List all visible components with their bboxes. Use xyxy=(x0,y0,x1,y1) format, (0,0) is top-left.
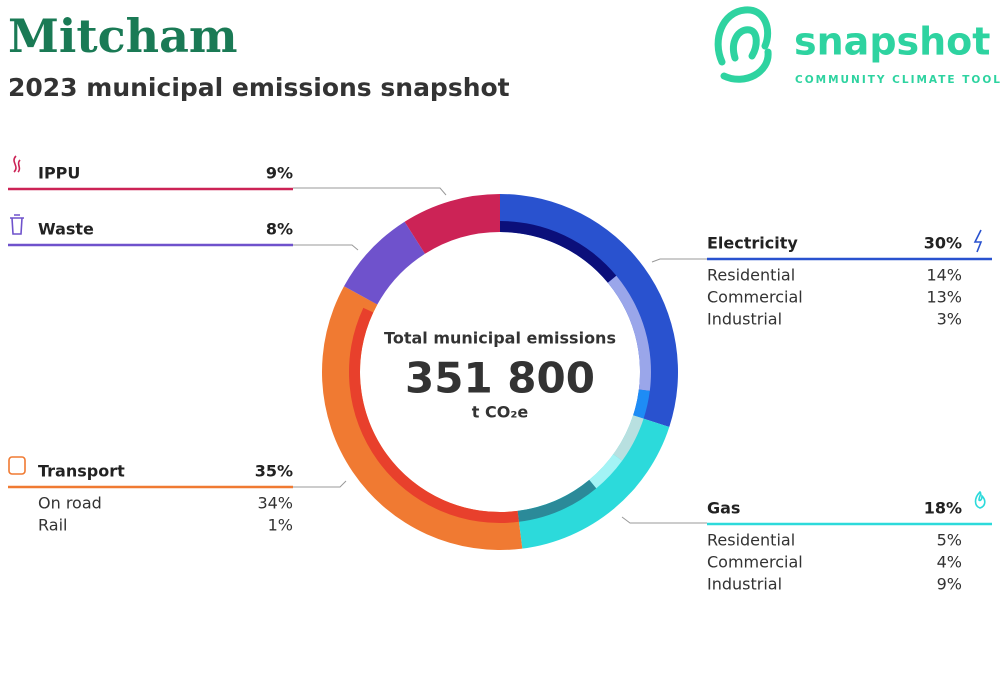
category-value: 35% xyxy=(255,462,293,481)
leader-line xyxy=(293,480,347,488)
category-value: 30% xyxy=(924,234,962,253)
category-name: IPPU xyxy=(38,164,80,183)
sub-segment xyxy=(517,479,597,522)
segment xyxy=(500,194,679,428)
leader-line xyxy=(621,516,707,524)
part-name: Industrial xyxy=(707,310,782,329)
center-label: Total municipal emissions xyxy=(384,329,616,348)
category-value: 18% xyxy=(924,499,962,518)
part-value: 1% xyxy=(268,516,293,535)
category-value: 9% xyxy=(266,164,293,183)
segment xyxy=(404,194,500,254)
leader-line xyxy=(293,244,359,251)
icons xyxy=(8,155,986,509)
segment xyxy=(344,221,425,305)
logo xyxy=(714,6,772,83)
part-value: 13% xyxy=(926,288,962,307)
leader-line xyxy=(293,187,447,196)
sub-segment xyxy=(589,454,623,489)
category-name: Electricity xyxy=(707,234,798,253)
sub-segment xyxy=(613,415,644,461)
part-name: On road xyxy=(38,494,102,513)
sub-segment xyxy=(500,221,617,283)
sub-segment xyxy=(633,389,650,419)
transport-icon xyxy=(8,456,26,475)
subtitle: 2023 municipal emissions snapshot xyxy=(8,73,510,102)
part-name: Rail xyxy=(38,516,67,535)
part-value: 5% xyxy=(937,531,962,550)
logo-name: snapshot xyxy=(794,20,990,64)
logo-tagline: COMMUNITY CLIMATE TOOL xyxy=(795,74,1000,86)
category-name: Transport xyxy=(38,462,125,481)
sub-segment xyxy=(348,307,519,523)
waste-icon xyxy=(10,214,24,235)
title: Mitcham xyxy=(8,9,238,63)
part-value: 3% xyxy=(937,310,962,329)
gas-icon xyxy=(974,490,986,509)
category-name: Gas xyxy=(707,499,740,518)
sub-segment xyxy=(363,299,378,313)
part-value: 9% xyxy=(937,575,962,594)
part-name: Residential xyxy=(707,266,795,285)
sub-segment xyxy=(607,275,651,391)
segment xyxy=(322,286,523,550)
leader-line xyxy=(651,258,707,263)
part-name: Residential xyxy=(707,531,795,550)
part-name: Commercial xyxy=(707,553,803,572)
part-value: 34% xyxy=(257,494,293,513)
electricity-icon xyxy=(973,229,983,253)
part-name: Commercial xyxy=(707,288,803,307)
part-value: 4% xyxy=(937,553,962,572)
ippu-icon xyxy=(13,155,21,173)
total: 351 800 xyxy=(405,354,595,403)
category-value: 8% xyxy=(266,220,293,239)
part-name: Industrial xyxy=(707,575,782,594)
category-name: Waste xyxy=(38,220,94,239)
unit: t CO₂e xyxy=(472,403,529,422)
part-value: 14% xyxy=(926,266,962,285)
